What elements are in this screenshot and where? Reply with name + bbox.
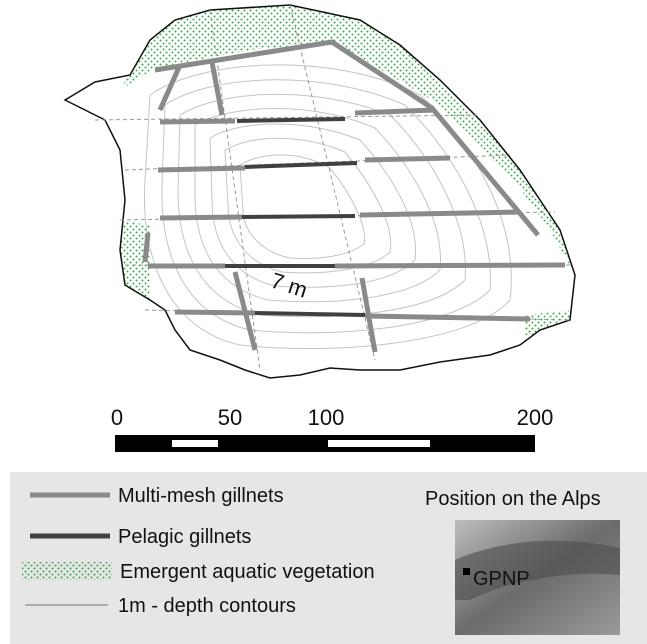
inset-label: GPNP xyxy=(473,568,530,590)
legend-label: 1m - depth contours xyxy=(118,595,296,617)
legend-label: Pelagic gillnets xyxy=(118,526,251,548)
scale-label: 0 xyxy=(111,405,123,430)
scale-label: 50 xyxy=(218,405,242,430)
inset-marker xyxy=(463,568,470,575)
legend-label: Multi-mesh gillnets xyxy=(118,485,284,507)
inset-title: Position on the Alps xyxy=(425,488,601,510)
legend: Multi-mesh gillnets Pelagic gillnets Eme… xyxy=(10,472,647,644)
legend-label: Emergent aquatic vegetation xyxy=(120,561,375,583)
scale-label: 200 xyxy=(517,405,554,430)
map-figure: 7 m 0 50 100 200 Multi-mesh gillnets Pel… xyxy=(0,0,647,644)
scale-bar: 0 50 100 200 xyxy=(111,405,553,452)
scale-label: 100 xyxy=(308,405,345,430)
legend-swatch xyxy=(22,562,112,580)
